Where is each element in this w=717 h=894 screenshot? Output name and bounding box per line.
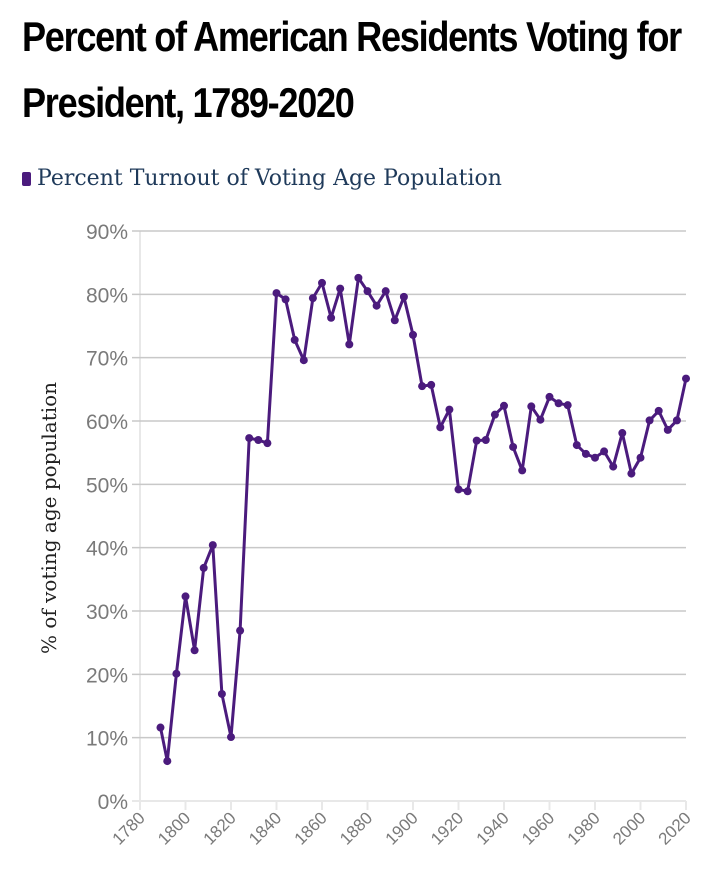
data-point[interactable] (156, 723, 165, 732)
gridlines (132, 230, 686, 802)
x-tick-label: 2020 (655, 808, 695, 848)
data-point[interactable] (536, 415, 545, 424)
data-point[interactable] (527, 402, 536, 411)
data-point[interactable] (236, 626, 245, 635)
data-point[interactable] (518, 466, 527, 475)
data-point[interactable] (354, 273, 363, 282)
data-point[interactable] (481, 436, 490, 444)
data-point[interactable] (490, 410, 499, 419)
data-point[interactable] (263, 439, 272, 448)
series-line (159, 276, 688, 763)
data-point[interactable] (581, 449, 590, 458)
data-point[interactable] (281, 295, 290, 304)
y-tick-label: 80% (86, 284, 128, 307)
data-point[interactable] (409, 330, 417, 339)
x-tick-label: 1780 (109, 808, 149, 848)
data-point[interactable] (545, 392, 554, 401)
x-tick-label: 1920 (427, 808, 467, 848)
data-point[interactable] (591, 453, 599, 462)
x-tick-label: 1900 (382, 808, 422, 848)
x-tick-label: 1820 (200, 808, 240, 848)
data-points (156, 273, 690, 766)
x-tick-label: 2000 (609, 808, 649, 848)
data-point[interactable] (181, 592, 190, 601)
data-point[interactable] (345, 340, 354, 349)
y-axis-label: % of voting age population (37, 382, 61, 654)
data-point[interactable] (572, 441, 581, 450)
data-point[interactable] (445, 405, 454, 414)
x-tick-label: 1840 (245, 808, 285, 848)
x-tick-label: 1960 (518, 808, 558, 848)
data-point[interactable] (381, 287, 390, 296)
data-point[interactable] (509, 442, 518, 451)
data-point[interactable] (299, 356, 308, 365)
data-point[interactable] (472, 436, 481, 445)
y-tick-label: 0% (98, 791, 128, 814)
chart-title-line-1: Percent of American Residents Voting for (22, 13, 682, 60)
data-point[interactable] (290, 335, 299, 344)
data-point[interactable] (563, 401, 572, 410)
data-point[interactable] (645, 416, 654, 425)
chart-title-line-2: President, 1789-2020 (22, 79, 355, 126)
data-point[interactable] (199, 563, 208, 572)
legend: Percent Turnout of Voting Age Population (22, 166, 502, 191)
data-point[interactable] (272, 289, 281, 298)
data-point[interactable] (636, 453, 645, 462)
x-tick-label: 1880 (336, 808, 376, 848)
data-point[interactable] (217, 689, 226, 698)
x-axis-ticks: 1780 1800 1820 1840 1860 1880 1900 1920 1940 1960… (109, 801, 695, 849)
chart-title: Percent of American Residents Voting for… (22, 4, 710, 136)
data-point[interactable] (172, 669, 181, 678)
x-tick-label: 1980 (564, 808, 604, 848)
data-point[interactable] (618, 429, 627, 438)
data-point[interactable] (663, 425, 672, 434)
data-point[interactable] (390, 316, 399, 325)
y-axis-ticks: 0% 10% 20% 30% 40% 50% 60% 70% 80% 90% (86, 221, 128, 814)
data-point[interactable] (318, 278, 326, 287)
data-point[interactable] (208, 541, 217, 550)
data-point[interactable] (245, 434, 254, 443)
data-point[interactable] (163, 757, 172, 766)
data-point[interactable] (427, 380, 436, 389)
y-tick-label: 90% (86, 221, 128, 244)
legend-label: Percent Turnout of Voting Age Population (37, 166, 502, 191)
x-tick-label: 1940 (473, 808, 513, 848)
data-point[interactable] (672, 416, 681, 425)
data-point[interactable] (654, 406, 663, 415)
data-point[interactable] (227, 733, 235, 742)
data-point[interactable] (418, 382, 427, 391)
legend-swatch-icon (22, 171, 31, 186)
data-point[interactable] (554, 399, 563, 408)
y-tick-label: 40% (86, 538, 128, 561)
data-point[interactable] (609, 462, 618, 471)
y-tick-label: 60% (86, 411, 128, 434)
data-point[interactable] (627, 469, 636, 478)
x-tick-label: 1860 (291, 808, 331, 848)
y-tick-label: 70% (86, 348, 128, 371)
data-point[interactable] (327, 313, 336, 322)
y-tick-label: 10% (86, 728, 128, 751)
data-point[interactable] (600, 447, 609, 456)
data-point[interactable] (336, 284, 345, 293)
data-point[interactable] (254, 436, 263, 444)
y-tick-label: 50% (86, 474, 128, 497)
data-point[interactable] (399, 292, 408, 301)
y-tick-label: 30% (86, 601, 128, 624)
data-point[interactable] (436, 423, 445, 432)
data-point[interactable] (363, 287, 372, 296)
x-tick-label: 1800 (154, 808, 194, 848)
data-point[interactable] (463, 487, 472, 496)
data-point[interactable] (190, 646, 199, 655)
y-tick-label: 20% (86, 664, 128, 687)
data-point[interactable] (454, 485, 463, 494)
data-point[interactable] (500, 401, 508, 410)
data-point[interactable] (682, 374, 690, 383)
data-point[interactable] (308, 294, 317, 303)
data-point[interactable] (372, 301, 381, 310)
